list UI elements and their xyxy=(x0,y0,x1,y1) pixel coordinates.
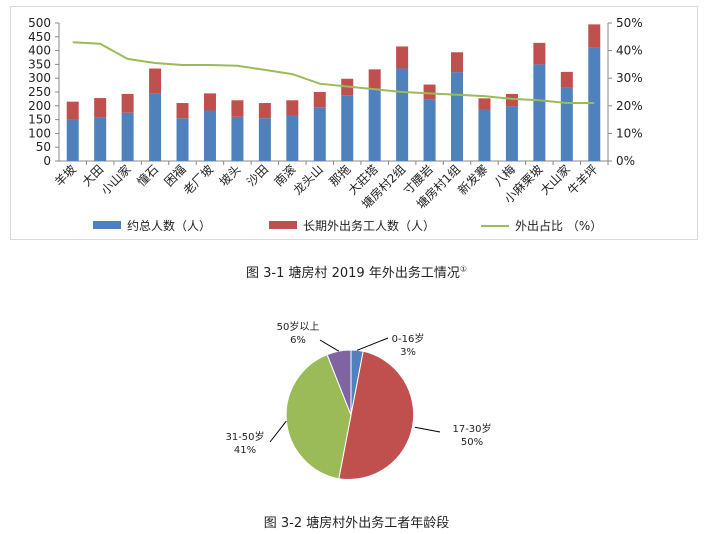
x-tick-label: 小山家 xyxy=(98,162,134,198)
bar-total xyxy=(94,117,107,161)
bar-migrant xyxy=(149,68,162,94)
pie-leader-line xyxy=(414,426,441,433)
pie-slice xyxy=(326,349,352,416)
pie-label: 17-30岁 xyxy=(452,422,491,435)
bar-total xyxy=(478,109,491,161)
left-tick-label: 350 xyxy=(28,57,51,71)
x-tick-label: 大山家 xyxy=(537,162,573,198)
x-tick-label: 憧石 xyxy=(134,162,162,190)
x-tick-label: 龙头山 xyxy=(291,162,326,197)
left-tick-label: 250 xyxy=(28,85,51,99)
bar-total xyxy=(121,112,134,161)
bar-migrant xyxy=(94,98,107,118)
pie-percent-label: 50% xyxy=(461,437,483,448)
bar-migrant xyxy=(478,98,491,110)
right-tick-label: 40% xyxy=(616,44,643,58)
left-tick-label: 450 xyxy=(28,30,51,44)
bar-migrant xyxy=(258,103,271,119)
right-tick-label: 30% xyxy=(616,71,643,85)
legend-label-migrant: 长期外出务工人数（人） xyxy=(303,218,435,233)
bar-migrant xyxy=(533,42,546,65)
x-tick-label: 羊坡 xyxy=(51,162,79,190)
bar-migrant xyxy=(203,93,216,111)
bar-total xyxy=(258,118,271,161)
pie-leader-line xyxy=(356,337,389,351)
bar-migrant xyxy=(121,93,134,113)
bar-migrant xyxy=(396,46,409,69)
bar-total xyxy=(505,106,518,161)
pie-label: 0-16岁 xyxy=(392,332,425,345)
pie-percent-label: 6% xyxy=(290,335,306,346)
bar-migrant xyxy=(286,100,299,116)
left-tick-label: 100 xyxy=(28,126,51,140)
bar-migrant xyxy=(176,103,189,119)
left-tick-label: 200 xyxy=(28,99,51,113)
pie-slice xyxy=(285,353,352,480)
bar-migrant xyxy=(560,71,573,88)
pie-label: 31-50岁 xyxy=(225,430,264,443)
pie-percent-label: 41% xyxy=(234,445,256,456)
bar-total xyxy=(313,107,326,161)
right-tick-label: 20% xyxy=(616,99,643,113)
pie-leader-line xyxy=(319,339,340,352)
figure1-caption-text: 图 3-1 塘房村 2019 年外出务工情况 xyxy=(245,266,460,281)
bar-total xyxy=(286,115,299,161)
bar-total xyxy=(203,110,216,161)
bar-total xyxy=(451,72,464,161)
bar-migrant xyxy=(423,84,436,100)
bar-total xyxy=(396,68,409,161)
x-tick-label: 牛羊坪 xyxy=(564,162,600,198)
pie-leader-line xyxy=(269,420,287,443)
bar-total xyxy=(368,88,381,161)
figure1-caption-note: ① xyxy=(459,264,468,274)
bar-migrant xyxy=(66,101,79,120)
bar-total xyxy=(66,119,79,161)
pie-percent-label: 3% xyxy=(400,347,416,358)
x-tick-label: 沙田 xyxy=(244,162,271,189)
left-tick-label: 400 xyxy=(28,44,51,58)
left-tick-label: 50 xyxy=(36,140,51,154)
right-tick-label: 10% xyxy=(616,126,643,140)
bar-total xyxy=(231,116,244,161)
right-tick-label: 50% xyxy=(616,16,643,30)
chart1-frame: 0 50 100 150 200 250 300 350 400 450 500 0% 10% 20% 30… xyxy=(10,6,698,240)
left-tick-label: 0 xyxy=(43,154,51,168)
x-tick-label: 老厂坡 xyxy=(181,162,216,197)
pie-label: 50岁以上 xyxy=(277,320,320,333)
left-tick-label: 500 xyxy=(28,16,51,30)
pie-slice xyxy=(338,350,415,480)
bar-migrant xyxy=(231,100,244,117)
right-tick-label: 0% xyxy=(616,154,635,168)
bar-migrant xyxy=(505,93,518,107)
figure1-caption: 图 3-1 塘房村 2019 年外出务工情况① xyxy=(0,262,713,281)
bar-migrant xyxy=(313,92,326,108)
legend-label-ratio: 外出占比 （%） xyxy=(515,218,602,233)
bar-total xyxy=(423,99,436,161)
bar-total xyxy=(533,64,546,161)
bar-total xyxy=(176,118,189,161)
x-tick-label: 新发寨 xyxy=(455,162,491,198)
figure2-caption: 图 3-2 塘房村外出务工者年龄段 xyxy=(263,516,450,531)
x-tick-label: 坡头 xyxy=(217,162,244,189)
left-tick-label: 150 xyxy=(28,113,51,127)
bar-total xyxy=(149,93,162,161)
age-pie-chart: 0-16岁 3% 17-30岁 50% 31-50岁 41% 50岁以上 6% xyxy=(225,320,492,480)
bar-total xyxy=(588,47,601,162)
bar-migrant xyxy=(588,24,601,48)
bar-total xyxy=(560,87,573,161)
bar-total xyxy=(341,95,354,161)
left-tick-label: 300 xyxy=(28,71,51,85)
legend-swatch-total xyxy=(93,221,121,229)
legend-swatch-migrant xyxy=(269,221,297,229)
legend-label-total: 约总人数（人） xyxy=(127,218,211,233)
bar-migrant xyxy=(451,52,464,73)
bar-migrant xyxy=(368,69,381,89)
ratio-line xyxy=(72,41,595,104)
